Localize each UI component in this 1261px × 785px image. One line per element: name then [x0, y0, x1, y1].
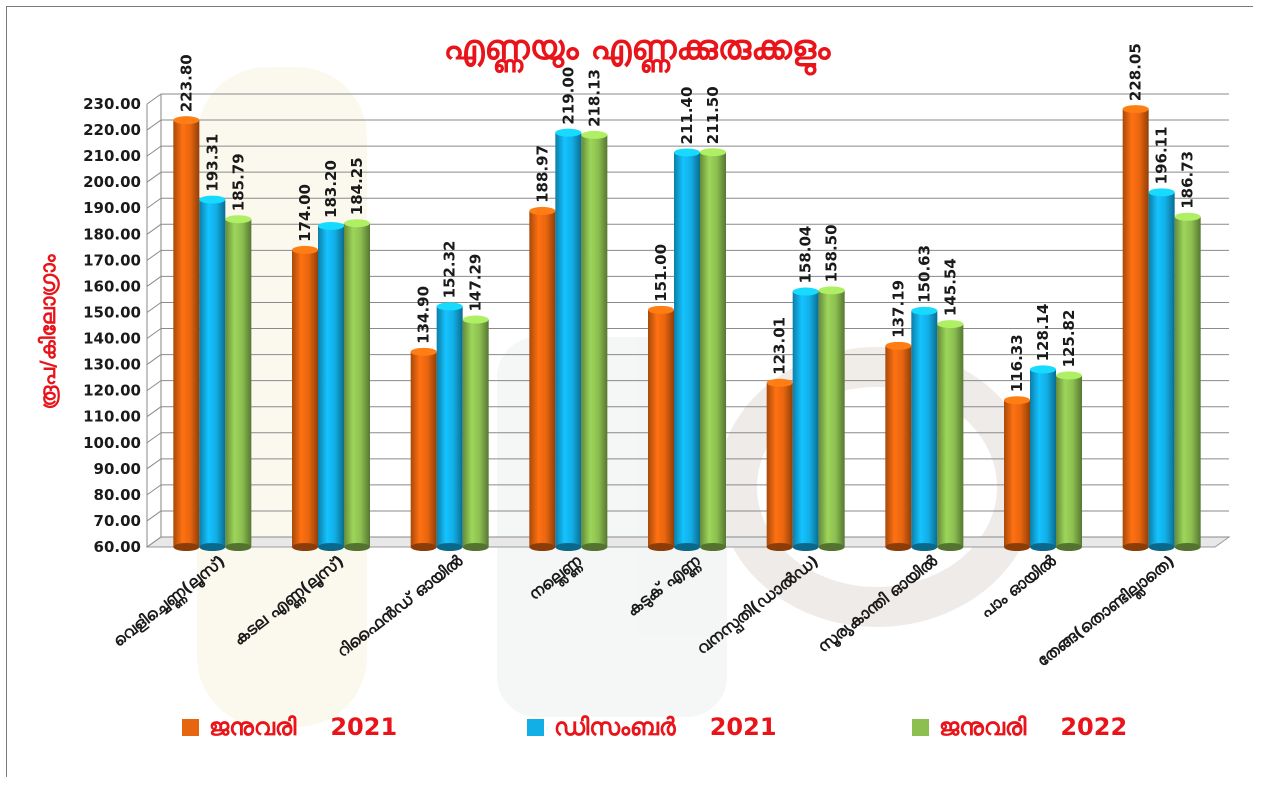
y-tick-label: 220.00 [83, 121, 141, 139]
bar [318, 221, 344, 551]
legend-entry: ജനുവരി 2021 [182, 713, 397, 741]
bar [292, 245, 318, 551]
data-label: 188.97 [533, 145, 551, 203]
bar [344, 219, 370, 551]
data-label: 185.79 [229, 153, 247, 211]
y-tick-label: 160.00 [83, 277, 141, 295]
data-label: 211.50 [704, 86, 722, 144]
data-label: 150.63 [915, 245, 933, 303]
y-tick-label: 130.00 [83, 356, 141, 374]
bar [529, 206, 556, 551]
legend-entry: ഡിസംബർ 2021 [527, 713, 777, 741]
y-tick-label: 170.00 [83, 251, 141, 269]
data-label: 151.00 [652, 244, 670, 302]
data-label: 218.13 [585, 69, 603, 127]
data-label: 123.01 [771, 317, 789, 375]
bar [648, 305, 674, 551]
data-label: 158.04 [797, 226, 815, 284]
bar [1174, 212, 1201, 551]
data-label: 196.11 [1153, 126, 1171, 184]
legend-name: ഡിസംബർ [554, 713, 677, 741]
data-label: 152.32 [441, 241, 459, 299]
legend-swatch [527, 719, 544, 736]
legend-swatch [912, 719, 929, 736]
y-tick-label: 180.00 [83, 225, 141, 243]
bar [1030, 365, 1056, 551]
data-label: 174.00 [296, 184, 314, 242]
data-label: 137.19 [889, 280, 907, 338]
bar [885, 341, 912, 551]
data-label: 223.80 [177, 54, 195, 112]
data-label: 211.40 [678, 87, 696, 145]
bar [173, 116, 200, 551]
y-tick-label: 140.00 [83, 330, 141, 348]
data-labels: 223.80 193.31 185.79 174.00 183.20 184.25 134.… [177, 43, 1196, 392]
bar [674, 148, 700, 551]
bar [766, 378, 793, 551]
legend-name: ജനുവരി [939, 713, 1027, 741]
chart-frame: എണ്ണയും എണ്ണക്കുരുക്കളും രൂപ/കിലോഗ്രാം 6… [6, 6, 1254, 778]
bar [581, 130, 608, 551]
y-tick-label: 150.00 [83, 303, 141, 321]
bar [911, 306, 938, 551]
bar [555, 128, 582, 551]
y-tick-label: 200.00 [83, 173, 141, 191]
data-label: 193.31 [203, 134, 221, 192]
bar [1148, 188, 1175, 551]
data-label: 184.25 [348, 157, 366, 215]
bar [792, 287, 819, 551]
data-label: 228.05 [1127, 43, 1145, 101]
data-label: 183.20 [322, 160, 340, 218]
y-tick-label: 100.00 [83, 434, 141, 452]
bars [173, 105, 1201, 551]
legend-year: 2021 [330, 713, 397, 741]
y-tick-labels: 60.00 70.00 80.00 90.00 100.00 110.00 120.00 13… [83, 95, 141, 556]
bar [225, 215, 252, 551]
legend-name: ജനുവരി [209, 713, 297, 741]
bar [700, 148, 726, 551]
bar [1122, 105, 1149, 551]
data-label: 186.73 [1179, 151, 1197, 209]
legend-entry: ജനുവരി 2022 [912, 713, 1127, 741]
legend-year: 2022 [1060, 713, 1127, 741]
bar [410, 347, 437, 551]
bar [436, 302, 463, 551]
bar [937, 320, 964, 551]
bar [1004, 396, 1030, 551]
y-tick-label: 80.00 [94, 486, 141, 504]
bar-chart: എണ്ണയും എണ്ണക്കുരുക്കളും രൂപ/കിലോഗ്രാം 6… [7, 7, 1254, 778]
data-label: 116.33 [1008, 334, 1026, 392]
data-label: 158.50 [823, 224, 841, 282]
legend: ജനുവരി 2021 ഡിസംബർ 2021 ജനുവരി 2022 [182, 713, 1127, 741]
legend-swatch [182, 719, 199, 736]
data-label: 125.82 [1060, 310, 1078, 368]
bar [462, 315, 489, 551]
y-tick-label: 210.00 [83, 147, 141, 165]
y-tick-label: 120.00 [83, 382, 141, 400]
data-label: 128.14 [1034, 304, 1052, 362]
bar [1056, 371, 1082, 551]
y-tick-label: 110.00 [83, 408, 141, 426]
y-tick-label: 60.00 [94, 538, 141, 556]
data-label: 219.00 [559, 67, 577, 125]
data-label: 145.54 [941, 258, 959, 316]
y-tick-label: 230.00 [83, 95, 141, 113]
legend-year: 2021 [710, 713, 777, 741]
chart-title: എണ്ണയും എണ്ണക്കുരുക്കളും [444, 28, 831, 76]
data-label: 134.90 [415, 286, 433, 344]
bar [199, 195, 226, 551]
y-tick-label: 190.00 [83, 199, 141, 217]
data-label: 147.29 [467, 254, 485, 312]
bar [818, 286, 845, 551]
y-tick-label: 70.00 [94, 512, 141, 530]
y-tick-label: 90.00 [94, 460, 141, 478]
y-axis-label: രൂപ/കിലോഗ്രാം [36, 253, 61, 409]
